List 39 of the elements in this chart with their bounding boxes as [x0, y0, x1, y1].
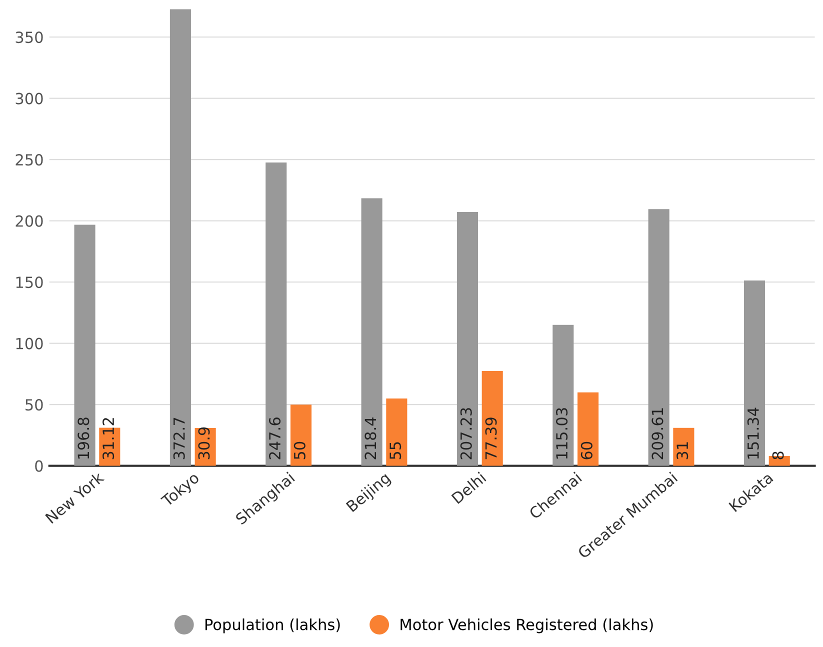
bar	[578, 392, 599, 466]
bar	[290, 404, 312, 466]
legend-label: Motor Vehicles Registered (lakhs)	[400, 618, 653, 634]
data-label: 207.23	[460, 408, 472, 460]
y-tick-label: 0	[35, 460, 43, 472]
data-label: 31	[676, 442, 688, 460]
y-tick-label: 100	[16, 338, 43, 350]
data-label: 30.9	[198, 427, 210, 460]
bar	[482, 371, 503, 466]
bar	[648, 209, 670, 466]
bar	[552, 324, 574, 466]
data-label: 60	[580, 442, 592, 460]
data-label: 77.39	[485, 418, 497, 460]
bar	[266, 162, 287, 466]
data-label: 218.4	[364, 417, 376, 460]
bar	[744, 280, 766, 466]
bar	[361, 198, 382, 466]
bar	[456, 212, 478, 466]
y-tick-label: 350	[16, 32, 43, 44]
data-label: 151.34	[747, 408, 759, 459]
y-tick-label: 250	[16, 154, 43, 166]
y-tick-label: 150	[16, 276, 43, 288]
bar	[74, 224, 96, 466]
data-label: 372.7	[173, 418, 185, 460]
data-label: 50	[294, 442, 306, 460]
data-label: 55	[390, 442, 402, 460]
data-label: 115.03	[556, 408, 568, 459]
y-tick-label: 50	[26, 399, 43, 411]
y-tick-label: 300	[16, 92, 43, 104]
data-label: 209.61	[652, 408, 664, 460]
bar	[386, 398, 408, 466]
data-label: 8	[772, 452, 784, 460]
data-label: 31.12	[102, 418, 114, 460]
legend-label: Population (lakhs)	[205, 618, 340, 634]
bar	[673, 428, 694, 466]
data-label: 247.6	[269, 418, 281, 460]
bar	[170, 9, 191, 466]
data-label: 196.8	[78, 418, 90, 459]
y-tick-label: 200	[16, 215, 43, 227]
